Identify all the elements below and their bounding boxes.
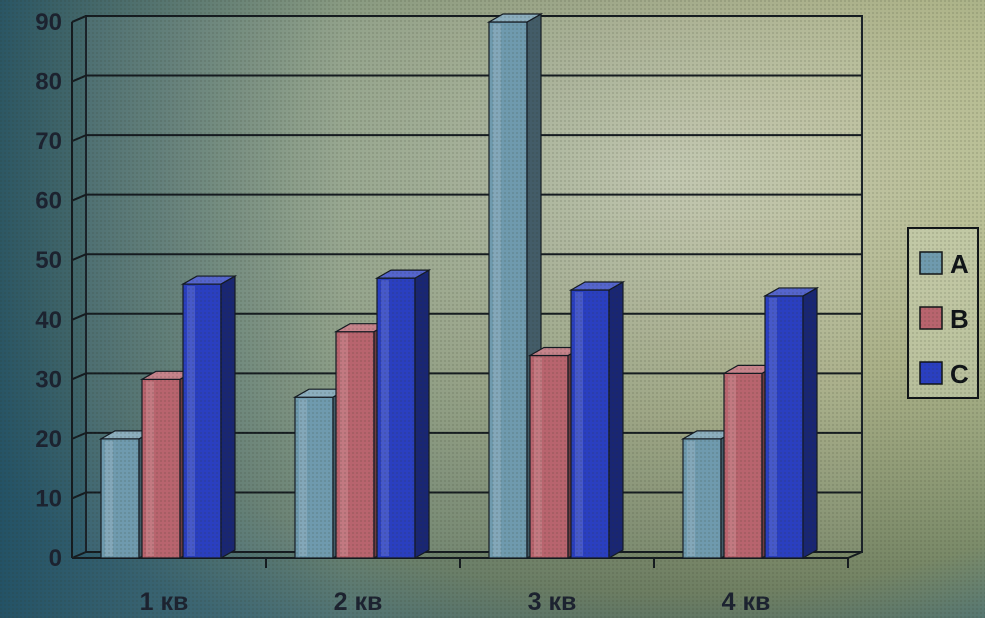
bar-chart: 01020304050607080901 кв2 кв3 кв4 кв ABC [0, 0, 985, 618]
chart-container: 01020304050607080901 кв2 кв3 кв4 кв ABC [0, 0, 985, 618]
